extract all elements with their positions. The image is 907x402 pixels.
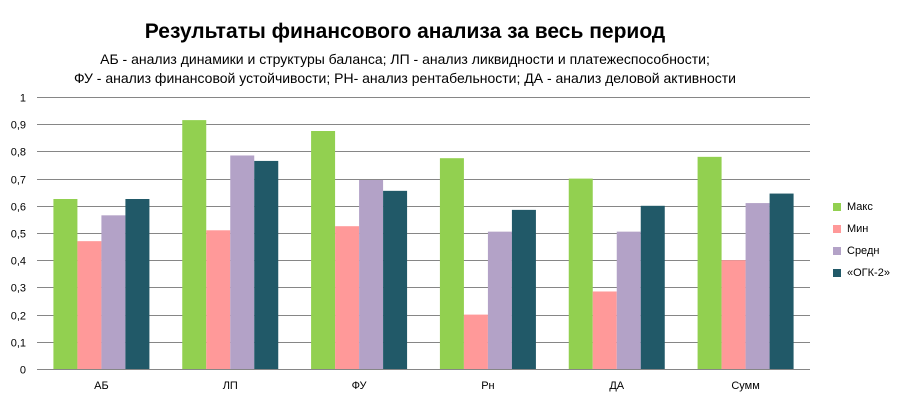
x-category-label: ФУ [352,380,368,392]
x-category-label: Рн [481,380,494,392]
bar-3-2 [230,155,255,369]
bar-1-1 [53,199,78,369]
legend-swatch [833,203,841,211]
bar-2-1 [77,241,102,369]
y-tick-label: 0,4 [11,256,26,268]
x-category-label: ДА [609,380,624,392]
y-tick-label: 0,1 [11,338,26,350]
bar-2-5 [592,291,617,369]
bar-1-3 [311,131,336,369]
legend-item: Средн [833,240,890,262]
legend-swatch [833,269,841,277]
bar-4-3 [383,190,408,369]
x-axis-categories: АБ ЛП ФУ Рн ДА Сумм [94,380,760,392]
bar-3-1 [101,215,126,369]
bar-4-1 [125,199,150,369]
bar-1-5 [568,178,593,369]
bar-4-4 [511,209,536,369]
legend-label: Средн [847,245,880,257]
bar-3-6 [745,203,770,369]
y-axis-ticks: 0 0,1 0,2 0,3 0,4 0,5 0,6 0,7 0,8 0,9 1 [11,93,26,377]
bar-2-2 [206,230,231,369]
y-tick-label: 0,3 [11,283,26,295]
y-tick-label: 0,5 [11,229,26,241]
bar-3-3 [359,179,384,369]
bar-2-4 [463,314,488,369]
legend-item: Макс [833,196,890,218]
y-tick-label: 0,7 [11,175,26,187]
bars [53,120,794,370]
y-tick-label: 1 [20,93,26,105]
y-tick-label: 0 [20,365,26,377]
bar-3-5 [616,231,641,369]
bar-2-6 [721,260,746,369]
bar-2-3 [335,226,360,369]
legend-item: Мин [833,218,890,240]
legend-label: Мин [847,223,869,235]
bar-4-6 [769,193,794,369]
bar-1-6 [697,156,722,369]
bar-1-4 [439,158,464,369]
bar-4-5 [640,205,665,369]
bar-4-2 [254,160,279,369]
y-tick-label: 0,9 [11,120,26,132]
x-category-label: ЛП [223,380,238,392]
y-tick-label: 0,6 [11,202,26,214]
chart-subtitle-line1: АБ - анализ динамики и структуры баланса… [100,51,710,67]
legend-swatch [833,247,841,255]
bar-3-4 [487,231,512,369]
y-tick-label: 0,8 [11,147,26,159]
chart-title: Результаты финансового анализа за весь п… [144,20,666,43]
y-tick-label: 0,2 [11,311,26,323]
x-category-label: Сумм [731,380,759,392]
gridlines [37,97,810,343]
legend-item: «ОГК-2» [833,262,890,284]
legend-swatch [833,225,841,233]
chart-subtitle-line2: ФУ - анализ финансовой устойчивости; РН-… [73,70,736,86]
x-category-label: АБ [94,380,109,392]
legend-label: «ОГК-2» [847,267,890,279]
bar-1-2 [182,120,207,370]
legend: Макс Мин Средн «ОГК-2» [833,196,890,284]
legend-label: Макс [847,201,873,213]
